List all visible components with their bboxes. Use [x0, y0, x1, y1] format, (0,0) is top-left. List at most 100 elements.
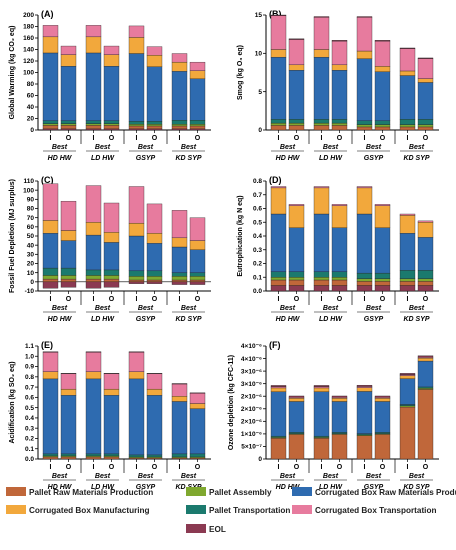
bar-segment: [128, 25, 145, 38]
bar-segment: [42, 351, 59, 353]
bar-segment: [103, 54, 120, 67]
bar-segment: [128, 281, 145, 284]
y-tick-label: 2×10⁻⁶: [241, 406, 262, 413]
group-label: KD SYP: [403, 484, 429, 491]
x-tick-label: I: [278, 464, 280, 471]
chart-panel-e: 0.0 0.1 0.2 0.3 0.4 0.5 0.6 0.7 0.8 0.9 1.0 1.1 (E) A…: [9, 340, 211, 491]
bar-segment: [171, 279, 188, 283]
bar-segment: [146, 281, 163, 284]
legend-swatch: [6, 487, 26, 496]
bar-segment: [42, 371, 59, 380]
bar-segment: [288, 205, 305, 228]
legend-swatch: [186, 505, 206, 514]
best-label: Best: [181, 144, 197, 151]
x-tick-label: I: [407, 135, 409, 142]
y-tick-label: 0.2: [25, 436, 34, 443]
bar-segment: [42, 183, 59, 221]
bar-segment: [288, 204, 305, 206]
group-label: KD SYP: [403, 155, 429, 162]
bar-segment: [85, 351, 102, 353]
x-tick-label: O: [152, 135, 158, 142]
bar-segment: [171, 120, 188, 125]
bar-segment: [189, 120, 206, 125]
bar-segment: [42, 351, 59, 372]
bar-segment: [270, 15, 287, 50]
x-tick-label: I: [321, 464, 323, 471]
y-tick-label: 4×10⁻⁶: [241, 343, 262, 350]
y-tick-label: 40: [27, 242, 35, 249]
bar-segment: [399, 404, 416, 406]
bar-segment: [189, 125, 206, 130]
x-tick-label: I: [278, 296, 280, 303]
bar-segment: [288, 395, 305, 398]
group-label: LD HW: [319, 484, 343, 491]
bar-segment: [128, 37, 145, 54]
y-tick-label: 60: [27, 224, 35, 231]
best-label: Best: [52, 144, 68, 151]
bar-segment: [128, 276, 145, 281]
panel-label: (A): [41, 9, 54, 19]
bar-segment: [374, 281, 391, 286]
bar-segment: [60, 373, 77, 390]
bar-segment: [270, 49, 287, 58]
y-tick-label: 5×10⁻⁷: [241, 444, 262, 451]
x-tick-label: I: [179, 296, 181, 303]
bar-segment: [270, 122, 287, 126]
bar-segment: [270, 285, 287, 292]
bar-segment: [128, 186, 145, 224]
bar-segment: [417, 270, 434, 279]
x-tick-label: O: [66, 296, 72, 303]
bar-segment: [128, 351, 145, 353]
bar-segment: [270, 125, 287, 131]
chart-panel-f: 0 5×10⁻⁷ 1×10⁻⁶ 2×10⁻⁶ 2×10⁻⁶ 2×10⁻⁶ 3×10⁻⁶ 3×1…: [228, 340, 439, 491]
bar-segment: [399, 378, 416, 405]
bar-segment: [146, 121, 163, 125]
bar-segment: [417, 386, 434, 389]
bar-segment: [60, 45, 77, 55]
bar-segment: [374, 434, 391, 460]
panel-label: (B): [269, 9, 282, 19]
legend-item: EOL: [186, 524, 226, 534]
x-tick-label: I: [179, 464, 181, 471]
bar-segment: [270, 437, 287, 460]
bar-segment: [399, 281, 416, 286]
bar-segment: [60, 123, 77, 126]
legend-swatch: [186, 487, 206, 496]
y-tick-label: 0.5: [25, 405, 34, 412]
x-tick-label: O: [109, 296, 115, 303]
x-tick-label: I: [321, 135, 323, 142]
bar-segment: [189, 393, 206, 404]
y-tick-label: 70: [27, 215, 35, 222]
best-label: Best: [181, 305, 197, 312]
chart-panel-d: 0.0 0.1 0.2 0.3 0.4 0.5 0.6 0.7 0.8 (D) Eutrophica…: [237, 175, 439, 323]
group-label: GSYP: [364, 316, 384, 323]
x-tick-label: O: [294, 135, 300, 142]
y-tick-label: 1.0: [25, 353, 34, 360]
bar-segment: [399, 126, 416, 131]
best-label: Best: [95, 144, 111, 151]
bar-segment: [417, 278, 434, 282]
panel-label: (D): [269, 175, 282, 185]
bar-segment: [103, 278, 120, 283]
y-tick-label: 10: [255, 51, 263, 58]
x-tick-label: O: [109, 135, 115, 142]
bar-segment: [288, 64, 305, 71]
bar-segment: [270, 119, 287, 124]
bar-segment: [270, 187, 287, 215]
x-tick-label: I: [50, 135, 52, 142]
bar-segment: [128, 124, 145, 127]
bar-segment: [85, 351, 102, 372]
bar-segment: [417, 281, 434, 286]
bar-segment: [313, 187, 330, 215]
bar-segment: [189, 279, 206, 283]
bar-segment: [60, 54, 77, 67]
bar-segment: [313, 49, 330, 58]
bar-segment: [313, 17, 330, 50]
bar-segment: [171, 61, 188, 72]
bar-segment: [103, 395, 120, 455]
best-label: Best: [95, 305, 111, 312]
legend-swatch: [292, 505, 312, 514]
bar-segment: [417, 285, 434, 292]
bar-segment: [374, 40, 391, 67]
bar-segment: [270, 213, 287, 272]
